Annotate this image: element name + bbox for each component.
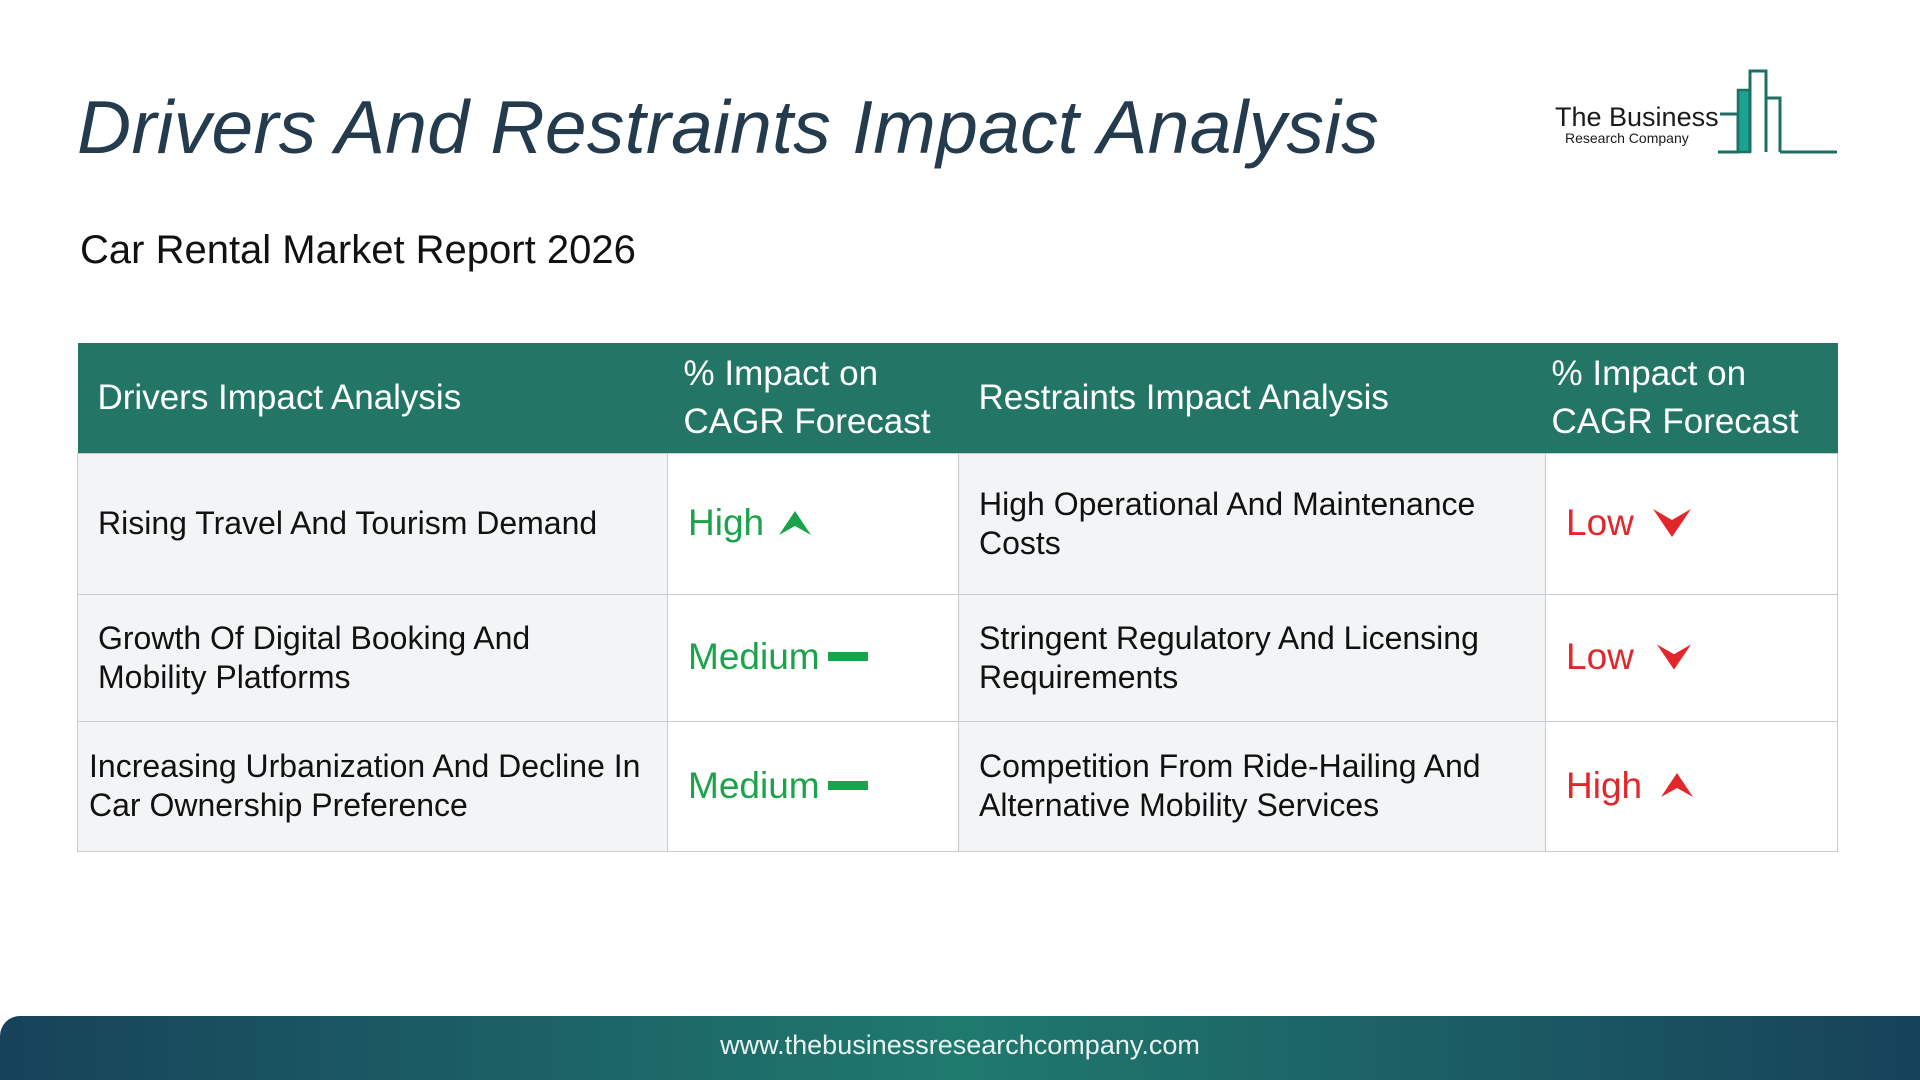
footer-bar: www.thebusinessresearchcompany.com bbox=[0, 1016, 1920, 1080]
impact-level-text: Low bbox=[1566, 636, 1634, 677]
building-bars-icon bbox=[1718, 69, 1837, 154]
down-arrow-icon bbox=[1656, 643, 1691, 670]
drivers-impact-header: % Impact on CAGR Forecast bbox=[667, 343, 959, 453]
impact-level-badge: High bbox=[1566, 766, 1694, 805]
down-arrow-icon bbox=[1652, 508, 1691, 537]
logo-name: The Business bbox=[1555, 102, 1719, 132]
restraint-impact-cell: High bbox=[1545, 720, 1838, 852]
table-row: Rising Travel And Tourism Demand High Hi… bbox=[77, 452, 1838, 595]
drivers-header: Drivers Impact Analysis bbox=[77, 343, 668, 453]
driver-cell: Increasing Urbanization And Decline In C… bbox=[77, 720, 668, 852]
restraint-impact-cell: Low bbox=[1545, 593, 1838, 722]
restraints-impact-header-line2: CAGR Forecast bbox=[1551, 401, 1799, 441]
restraint-cell: Competition From Ride-Hailing And Altern… bbox=[958, 720, 1546, 852]
impact-level-text: Low bbox=[1566, 502, 1634, 543]
impact-level-text: Medium bbox=[688, 764, 820, 806]
restraints-impact-header: % Impact on CAGR Forecast bbox=[1545, 343, 1838, 453]
driver-impact-cell: Medium bbox=[667, 593, 959, 722]
driver-cell: Rising Travel And Tourism Demand bbox=[77, 452, 668, 595]
driver-cell: Growth Of Digital Booking And Mobility P… bbox=[77, 593, 668, 722]
footer-url[interactable]: www.thebusinessresearchcompany.com bbox=[720, 1030, 1200, 1060]
impact-analysis-table: Drivers Impact Analysis % Impact on CAGR… bbox=[77, 343, 1838, 852]
impact-level-badge: High bbox=[688, 503, 812, 542]
drivers-impact-header-line2: CAGR Forecast bbox=[683, 401, 931, 441]
company-logo: The Business Research Company bbox=[1555, 66, 1838, 156]
impact-level-badge: Low bbox=[1566, 503, 1692, 542]
driver-impact-cell: Medium bbox=[667, 720, 959, 852]
restraint-cell: High Operational And Maintenance Costs bbox=[958, 452, 1546, 595]
dash-icon bbox=[827, 652, 868, 661]
impact-level-text: High bbox=[688, 502, 765, 543]
restraint-impact-cell: Low bbox=[1545, 452, 1838, 595]
up-arrow-icon bbox=[1661, 773, 1694, 797]
dash-icon bbox=[827, 780, 868, 790]
impact-level-badge: Medium bbox=[688, 637, 868, 676]
drivers-impact-header-line1: % Impact on bbox=[683, 353, 879, 393]
restraints-impact-header-line1: % Impact on bbox=[1551, 353, 1747, 393]
driver-impact-cell: High bbox=[667, 452, 959, 595]
impact-level-badge: Low bbox=[1566, 637, 1692, 676]
table-header-row: Drivers Impact Analysis % Impact on CAGR… bbox=[77, 343, 1838, 453]
restraints-header: Restraints Impact Analysis bbox=[958, 343, 1546, 453]
impact-level-badge: Medium bbox=[688, 766, 868, 805]
table-row: Growth Of Digital Booking And Mobility P… bbox=[77, 593, 1838, 722]
restraint-cell: Stringent Regulatory And Licensing Requi… bbox=[958, 593, 1546, 722]
up-arrow-icon bbox=[779, 510, 812, 535]
table-row: Increasing Urbanization And Decline In C… bbox=[77, 720, 1838, 852]
page-title: Drivers And Restraints Impact Analysis bbox=[77, 85, 1380, 169]
report-subtitle: Car Rental Market Report 2026 bbox=[80, 228, 636, 272]
impact-level-text: Medium bbox=[688, 636, 820, 677]
impact-level-text: High bbox=[1566, 764, 1643, 806]
logo-subtitle: Research Company bbox=[1565, 130, 1689, 146]
